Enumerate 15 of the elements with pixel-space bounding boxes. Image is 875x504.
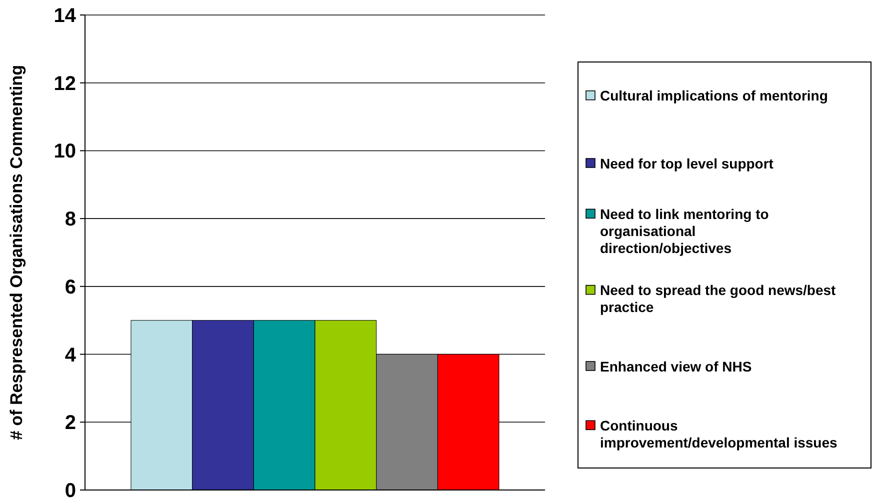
y-tick-label: 12 [54,72,76,95]
legend-label: Need for top level support [600,155,774,172]
legend-label: Need to spread the good news/best practice [600,282,836,316]
y-tick-label: 14 [54,5,77,27]
y-tick-label: 6 [64,276,76,298]
legend-label: Cultural implications of mentoring [600,88,828,104]
y-tick-label: 2 [64,412,76,434]
y-tick-label: 8 [64,208,76,231]
legend-label: Enhanced view of NHS [600,358,752,374]
y-axis-title: # of Respresented Organisations Commenting [7,64,26,440]
y-tick-label: 4 [64,344,77,366]
legend-label: Continuous improvement/developmental issues [600,418,838,451]
legend-label: Need to link mentoring to organisational direction/objectives [600,206,769,256]
y-tick-label: 10 [54,140,76,163]
y-tick-label: 0 [64,480,76,502]
